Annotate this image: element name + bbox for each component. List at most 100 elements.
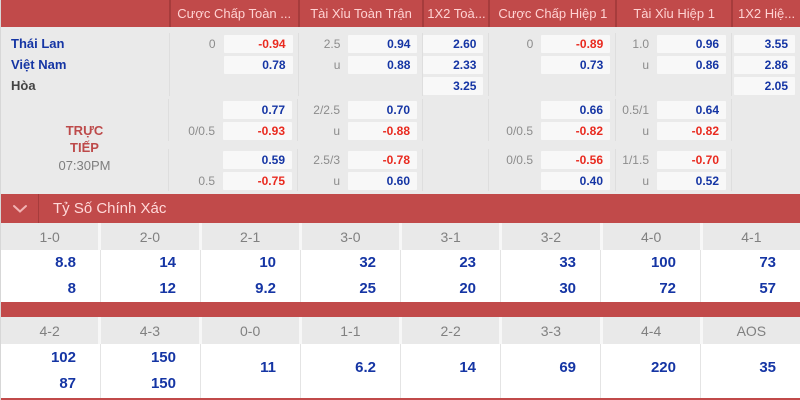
score-label: 3-1 xyxy=(402,223,500,250)
overunder-h1-cell: u 0.52 xyxy=(615,170,731,191)
score-odds-cell[interactable]: 14 12 xyxy=(101,250,201,302)
odds-value[interactable]: -0.82 xyxy=(657,121,726,140)
chevron-down-icon[interactable] xyxy=(1,194,39,223)
odds-value[interactable]: 0.94 xyxy=(348,34,418,53)
odds-value[interactable]: 0.73 xyxy=(541,55,611,74)
overunder-line: 2.5 xyxy=(323,36,341,51)
overunder-line: u xyxy=(333,173,340,188)
odds-value[interactable]: 3.25 xyxy=(423,76,484,95)
score-label: 4-0 xyxy=(602,223,700,250)
score-odds-cell[interactable]: 8.8 8 xyxy=(1,250,101,302)
odds-value[interactable]: 0.59 xyxy=(223,150,292,169)
header-overunder-half1: Tài Xỉu Hiệp 1 xyxy=(615,0,731,27)
overunder-line: 0.5/1 xyxy=(622,102,649,117)
score-label: 0-0 xyxy=(201,317,299,344)
score-odds-cell[interactable]: 14 xyxy=(401,344,501,398)
score-odds-cell[interactable]: 102 87 xyxy=(1,344,101,398)
odds-value[interactable]: 0.88 xyxy=(348,55,418,74)
handicap-line: 0/0.5 xyxy=(188,123,215,138)
1x2-ft-cell: 3.25 xyxy=(422,75,488,96)
odds-value[interactable]: 0.96 xyxy=(657,34,727,53)
odds-value[interactable]: -0.56 xyxy=(541,150,610,169)
score-odds-cell[interactable]: 11 xyxy=(201,344,301,398)
handicap-h1-cell: 0.73 xyxy=(488,54,615,75)
odds-value[interactable]: -0.82 xyxy=(541,121,610,140)
odds-row-home: Thái Lan 0 -0.94 2.5 0.94 2.60 0 -0.89 1… xyxy=(1,33,800,54)
handicap-ft-cell: 0.78 xyxy=(168,54,298,75)
overunder-line: 2.5/3 xyxy=(313,152,340,167)
score-odds-cell[interactable]: 23 20 xyxy=(401,250,501,302)
odds-value[interactable]: -0.70 xyxy=(657,150,726,169)
odds-value[interactable]: -0.89 xyxy=(541,34,611,53)
score-odds-cell[interactable]: 6.2 xyxy=(301,344,401,398)
score-label: 4-3 xyxy=(101,317,199,344)
score-odds-cell[interactable]: 220 xyxy=(601,344,701,398)
handicap-h1-cell: 0/0.5 -0.82 xyxy=(488,120,615,141)
1x2-ft-cell xyxy=(422,99,488,120)
odds-value[interactable]: 2.05 xyxy=(734,76,796,95)
odds-value[interactable]: -0.94 xyxy=(223,34,293,53)
handicap-h1-cell: 0.66 xyxy=(488,99,615,120)
score-odds-cell[interactable]: 35 xyxy=(759,359,776,376)
odds-value[interactable]: 0.86 xyxy=(657,55,727,74)
handicap-h1-cell: 0/0.5 -0.56 xyxy=(488,149,615,170)
odds-value[interactable]: 0.64 xyxy=(657,100,726,119)
handicap-h1-cell: 0 -0.89 xyxy=(488,33,615,54)
overunder-ft-cell: u 0.60 xyxy=(297,170,422,191)
1x2-ft-cell: 2.60 xyxy=(422,33,488,54)
score-odds-cell[interactable]: 73 57 xyxy=(759,254,776,297)
overunder-ft-cell: u -0.88 xyxy=(297,120,422,141)
odds-value[interactable]: -0.75 xyxy=(223,171,292,190)
handicap-h1-cell: 0.40 xyxy=(488,170,615,191)
live-info: TRỰC TIẾP 07:30PM xyxy=(1,99,168,191)
handicap-ft-cell: 0/0.5 -0.93 xyxy=(168,120,297,141)
score-odds-cell[interactable]: 10 9.2 xyxy=(201,250,301,302)
odds-value[interactable]: 2.33 xyxy=(423,55,484,74)
correct-score-group-2: 4-2 4-3 0-0 1-1 2-2 3-3 4-4 AOS 102 87 15… xyxy=(1,317,800,398)
score-label: 4-4 xyxy=(602,317,700,344)
overunder-line: 1/1.5 xyxy=(622,152,649,167)
score-label: 2-0 xyxy=(101,223,199,250)
overunder-ft-cell: u 0.88 xyxy=(297,54,423,75)
overunder-line: u xyxy=(642,57,650,72)
live-odds-section: TRỰC TIẾP 07:30PM 0.77 2/2.5 0.70 0.66 xyxy=(1,99,800,191)
overunder-h1-cell: 0.5/1 0.64 xyxy=(615,99,731,120)
overunder-ft-cell: 2/2.5 0.70 xyxy=(297,99,422,120)
1x2-h1-cell xyxy=(731,120,800,141)
correct-score-section-header[interactable]: Tỷ Số Chính Xác xyxy=(1,194,800,223)
odds-value[interactable]: 0.70 xyxy=(348,100,417,119)
overunder-line: u xyxy=(333,57,341,72)
handicap-line: 0 xyxy=(208,36,216,51)
score-odds-cell[interactable]: 69 xyxy=(501,344,601,398)
odds-value[interactable]: 2.86 xyxy=(734,55,796,74)
odds-value[interactable]: 2.60 xyxy=(423,34,484,53)
score-odds-cell[interactable]: 150 150 xyxy=(101,344,201,398)
odds-value[interactable]: 0.52 xyxy=(657,171,726,190)
odds-value[interactable]: 0.60 xyxy=(348,171,417,190)
score-label: 3-0 xyxy=(301,223,399,250)
score-values-row: 8.8 8 14 12 10 9.2 32 25 23 20 33 30 100 72 73 5… xyxy=(1,250,800,302)
odds-value[interactable]: 0.66 xyxy=(541,100,610,119)
odds-value[interactable]: -0.93 xyxy=(223,121,292,140)
odds-value[interactable]: 0.40 xyxy=(541,171,610,190)
live-badge-line2: TIẾP xyxy=(70,139,99,155)
odds-value[interactable]: 0.77 xyxy=(223,100,292,119)
1x2-h1-cell: 3.55 xyxy=(731,33,800,54)
handicap-ft-cell xyxy=(168,75,298,96)
overunder-h1-cell xyxy=(615,75,731,96)
prematch-odds: Thái Lan 0 -0.94 2.5 0.94 2.60 0 -0.89 1… xyxy=(1,27,800,96)
score-label: AOS xyxy=(702,317,800,344)
score-odds-cell[interactable]: 32 25 xyxy=(301,250,401,302)
odds-value[interactable]: 0.78 xyxy=(223,55,293,74)
overunder-line: u xyxy=(333,123,340,138)
odds-value[interactable]: -0.78 xyxy=(348,150,417,169)
odds-value[interactable]: 3.55 xyxy=(734,34,796,53)
score-odds-cell[interactable]: 100 72 xyxy=(601,250,701,302)
1x2-ft-cell xyxy=(422,149,488,170)
live-odds-rows: 0.77 2/2.5 0.70 0.66 0.5/1 0.64 xyxy=(168,99,800,191)
score-odds-cell[interactable]: 33 30 xyxy=(501,250,601,302)
1x2-ft-cell: 2.33 xyxy=(422,54,488,75)
odds-value[interactable]: -0.88 xyxy=(348,121,417,140)
team-name-home: Thái Lan xyxy=(11,36,65,51)
